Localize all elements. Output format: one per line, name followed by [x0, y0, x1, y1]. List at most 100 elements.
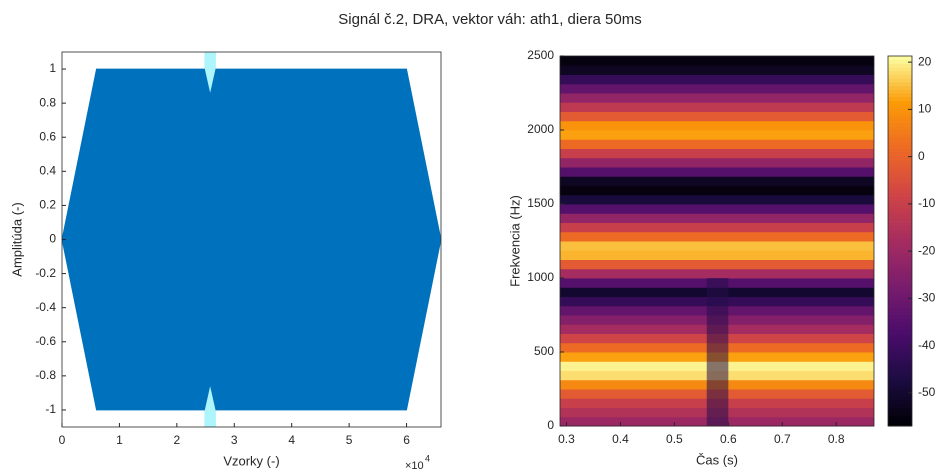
colorbar-swatch	[888, 255, 912, 260]
colorbar-tick-label: 0	[918, 149, 925, 163]
colorbar-swatch	[888, 263, 912, 268]
colorbar-swatch	[888, 196, 912, 201]
colorbar-swatch	[888, 303, 912, 309]
colorbar-swatch	[888, 89, 912, 94]
axes-box	[559, 55, 875, 427]
y-tick-label: 1000	[527, 270, 554, 284]
colorbar-swatch	[888, 56, 912, 61]
y-tick-label: 2500	[527, 48, 554, 62]
y-tick-label: 2000	[527, 122, 554, 136]
colorbar-swatch	[888, 385, 912, 390]
figure-title: Signál č.2, DRA, vektor váh: ath1, diera…	[338, 11, 641, 28]
x-multiplier: ×10	[405, 460, 424, 472]
y-tick-label: 0.2	[39, 198, 56, 212]
colorbar-swatch	[888, 70, 912, 75]
y-tick-label: -0.4	[35, 300, 56, 314]
colorbar-swatch	[888, 311, 912, 316]
signal-envelope	[62, 68, 441, 240]
colorbar-swatch	[888, 93, 912, 98]
colorbar-swatch	[888, 329, 912, 334]
colorbar-swatch	[888, 352, 912, 357]
colorbar-swatch	[888, 359, 912, 364]
colorbar-tick-label: -30	[918, 291, 935, 305]
y-tick-label: 1500	[527, 196, 554, 210]
colorbar-swatch	[888, 211, 912, 216]
colorbar-tick-label: 10	[918, 102, 932, 116]
x-tick-label: 3	[231, 433, 238, 447]
colorbar-tick-label: -10	[918, 196, 935, 210]
colorbar-swatch	[888, 148, 912, 153]
colorbar-swatch	[888, 115, 912, 120]
colorbar-swatch	[888, 248, 912, 253]
x-tick-label: 1	[116, 433, 123, 447]
colorbar-swatch	[888, 244, 912, 249]
colorbar-swatch	[888, 237, 912, 242]
x-exponent: 4	[425, 453, 430, 463]
x-tick-label: 0.5	[666, 432, 683, 446]
colorbar-swatch	[888, 130, 912, 135]
colorbar-swatch	[888, 400, 912, 405]
colorbar-swatch	[888, 167, 912, 172]
colorbar-swatch	[888, 137, 912, 142]
colorbar-swatch	[888, 366, 912, 371]
colorbar-swatch	[888, 374, 912, 379]
colorbar-swatch	[888, 207, 912, 212]
y-tick-label: 0.8	[39, 95, 56, 109]
colorbar-swatch	[888, 181, 912, 186]
colorbar-swatch	[888, 174, 912, 179]
colorbar-swatch	[888, 141, 912, 146]
heatmap-cell	[560, 56, 874, 66]
colorbar-swatch	[888, 111, 912, 116]
colorbar-swatch	[888, 370, 912, 375]
x-tick-label: 4	[288, 433, 295, 447]
y-tick-label: -0.2	[35, 266, 56, 280]
colorbar-swatch	[888, 333, 912, 338]
colorbar-swatch	[888, 344, 912, 349]
colorbar-swatch	[888, 396, 912, 401]
colorbar-swatch	[888, 229, 912, 235]
colorbar-swatch	[888, 392, 912, 397]
heatmap-cell	[560, 231, 874, 242]
gap-cell	[706, 278, 729, 426]
x-tick-label: 0.4	[612, 432, 629, 446]
x-axis-label: Čas (s)	[696, 452, 738, 467]
colorbar-swatch	[888, 274, 912, 279]
heatmap-cell	[560, 148, 874, 159]
colorbar-swatch	[888, 418, 912, 423]
colorbar-swatch	[888, 318, 912, 323]
colorbar-swatch	[888, 81, 912, 87]
colorbar-swatch	[888, 363, 912, 368]
y-tick-label: 500	[534, 344, 554, 358]
colorbar-swatch	[888, 107, 912, 112]
x-tick-label: 0	[59, 433, 66, 447]
colorbar-swatch	[888, 118, 912, 124]
colorbar-swatch	[888, 322, 912, 327]
colorbar-tick-label: 20	[918, 54, 932, 68]
plot-area	[62, 52, 441, 427]
colorbar-swatch	[888, 63, 912, 68]
colorbar-swatch	[888, 285, 912, 290]
colorbar-swatch	[888, 292, 912, 297]
heatmap-cell	[560, 83, 874, 94]
colorbar-swatch	[888, 218, 912, 223]
colorbar-swatch	[888, 96, 912, 101]
colorbar-box	[887, 55, 913, 427]
colorbar-swatch	[888, 389, 912, 394]
colorbar-swatch	[888, 155, 912, 161]
colorbar-swatch	[888, 215, 912, 220]
colorbar-swatch	[888, 403, 912, 408]
heatmap-cell	[560, 259, 874, 270]
signal-envelope	[62, 239, 441, 411]
colorbar-swatch	[888, 122, 912, 127]
colorbar-swatch	[888, 266, 912, 272]
colorbar-swatch	[888, 200, 912, 205]
colorbar-swatch	[888, 377, 912, 383]
colorbar-swatch	[888, 296, 912, 301]
colorbar-swatch	[888, 337, 912, 342]
colorbar-swatch	[888, 381, 912, 386]
y-tick-label: 0.6	[39, 129, 56, 143]
heatmap-cell	[560, 213, 874, 223]
y-tick-label: 0.4	[39, 163, 56, 177]
x-tick-label: 0.6	[720, 432, 737, 446]
